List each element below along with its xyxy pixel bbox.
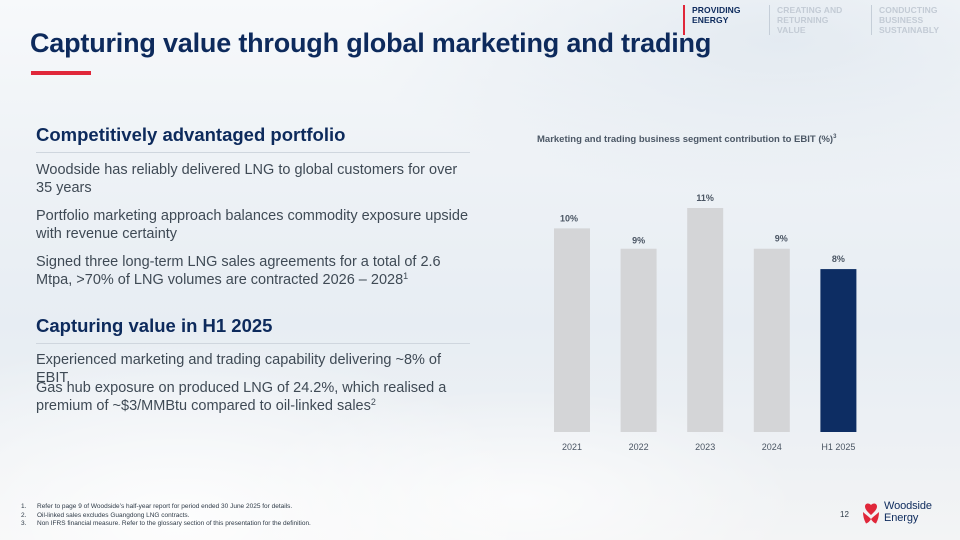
portfolio-paragraph-2: Portfolio marketing approach balances co… bbox=[36, 208, 469, 242]
data-label: 11% bbox=[696, 193, 714, 203]
title-accent-bar bbox=[31, 71, 91, 75]
chart-svg: 10% 2021 9% 2022 11% 2023 9% 2024 8% H1 2025 bbox=[554, 193, 857, 452]
woodside-logo-icon bbox=[863, 502, 879, 523]
h1-paragraph-2-text: Gas hub exposure on produced LNG of 24.2… bbox=[36, 380, 447, 414]
nav-item-conducting-business[interactable]: CONDUCTING BUSINESS SUSTAINABLY bbox=[871, 5, 960, 35]
ebit-bar-chart: 10% 2021 9% 2022 11% 2023 9% 2024 8% H1 2025 bbox=[537, 150, 882, 460]
footnotes: 1. Refer to page 9 of Woodside’s half-yea… bbox=[21, 503, 311, 529]
portfolio-paragraph-3-text: Signed three long-term LNG sales agreeme… bbox=[36, 254, 441, 288]
footnote-text: Oil-linked sales excludes Guangdong LNG … bbox=[37, 511, 190, 519]
page-title: Capturing value through global marketing… bbox=[30, 28, 712, 58]
bar-2022 bbox=[620, 248, 657, 432]
logo-text: Woodside Energy bbox=[884, 500, 932, 524]
footnote-ref-3: 3 bbox=[833, 134, 837, 140]
x-tick-label: 2023 bbox=[695, 442, 715, 452]
footnote-text: Non IFRS financial measure. Refer to the… bbox=[37, 520, 311, 527]
woodside-logo: Woodside Energy bbox=[861, 500, 932, 524]
h1-paragraph-2: Gas hub exposure on produced LNG of 24.2… bbox=[36, 380, 476, 415]
portfolio-paragraph-1: Woodside has reliably delivered LNG to g… bbox=[36, 162, 458, 196]
nav-item-providing-energy[interactable]: PROVIDING ENERGY bbox=[683, 5, 755, 35]
x-tick-label: H1 2025 bbox=[821, 442, 855, 452]
x-tick-label: 2022 bbox=[629, 442, 649, 452]
data-label: 9% bbox=[632, 236, 645, 246]
x-tick-label: 2024 bbox=[762, 442, 782, 452]
chart-title: Marketing and trading business segment c… bbox=[537, 134, 836, 145]
h1-heading: Capturing value in H1 2025 bbox=[36, 315, 273, 336]
data-label: 9% bbox=[775, 234, 788, 244]
section-nav: PROVIDING ENERGY CREATING AND RETURNING … bbox=[683, 5, 960, 35]
footnote-text: Refer to page 9 of Woodside’s half-year … bbox=[37, 503, 293, 510]
page-number: 12 bbox=[840, 510, 849, 519]
h1-divider bbox=[36, 343, 470, 344]
footnote-2: 2. Oil-linked sales excludes Guangdong LN… bbox=[21, 512, 311, 521]
data-label: 10% bbox=[560, 213, 578, 223]
h1-paragraph-1: Experienced marketing and trading capabi… bbox=[36, 352, 442, 386]
bar-2024 bbox=[753, 248, 790, 432]
portfolio-paragraph-3: Signed three long-term LNG sales agreeme… bbox=[36, 254, 476, 289]
bar-h1-2025 bbox=[820, 269, 857, 432]
footnote-number: 2. bbox=[21, 511, 27, 519]
footnote-3: 3. Non IFRS financial measure. Refer to t… bbox=[21, 520, 311, 529]
bar-2021 bbox=[554, 228, 590, 432]
portfolio-divider bbox=[36, 152, 470, 153]
footnote-ref-1: 1 bbox=[403, 270, 409, 281]
footnote-number: 3. bbox=[21, 520, 27, 527]
footnote-ref-2: 2 bbox=[370, 396, 376, 407]
portfolio-heading: Competitively advantaged portfolio bbox=[36, 124, 346, 145]
data-label: 8% bbox=[832, 254, 845, 264]
nav-item-creating-value[interactable]: CREATING AND RETURNING VALUE bbox=[769, 5, 857, 35]
footnote-1: 1. Refer to page 9 of Woodside’s half-yea… bbox=[21, 503, 311, 512]
x-tick-label: 2021 bbox=[562, 442, 582, 452]
chart-title-text: Marketing and trading business segment c… bbox=[537, 134, 834, 145]
bar-2023 bbox=[687, 208, 724, 432]
footnote-number: 1. bbox=[21, 503, 27, 510]
